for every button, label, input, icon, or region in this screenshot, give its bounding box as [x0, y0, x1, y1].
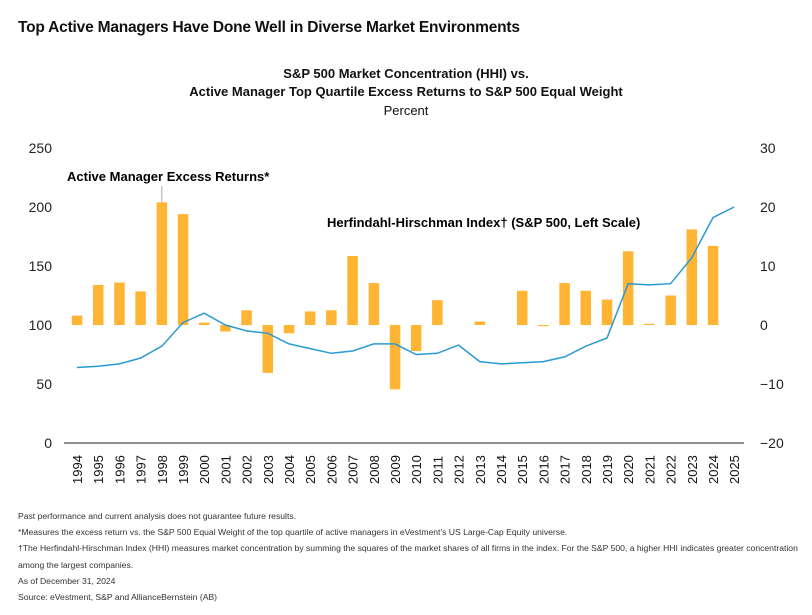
- x-tick-label: 2023: [685, 455, 700, 484]
- x-axis-labels: 1994 1995 1996 1997 1998 1999 2000 2001 2002 2003…: [70, 455, 742, 484]
- right-tick-label: −10: [760, 376, 784, 392]
- right-tick-label: 10: [760, 258, 776, 274]
- x-tick-label: 2022: [664, 455, 679, 484]
- hhi-line: [76, 206, 735, 369]
- bar-2019: [601, 299, 613, 325]
- footnote-excess-return: *Measures the excess return vs. the S&P …: [18, 527, 568, 538]
- bar-2020: [622, 251, 634, 326]
- x-tick-label: 2000: [197, 455, 212, 484]
- right-tick-label: 20: [760, 199, 776, 215]
- bar-2021: [644, 323, 655, 325]
- x-tick-label: 2003: [261, 455, 276, 484]
- bars-annotation: Active Manager Excess Returns*: [67, 169, 270, 184]
- x-tick-label: 2002: [240, 455, 255, 484]
- bar-1999: [177, 214, 189, 325]
- x-tick-label: 2016: [536, 455, 551, 484]
- bar-series: [71, 202, 719, 390]
- bar-2004: [283, 325, 295, 334]
- footnotes: Past performance and current analysis do…: [18, 508, 798, 605]
- left-tick-label: 100: [29, 317, 53, 333]
- bar-2002: [241, 310, 252, 326]
- bar-2015: [517, 290, 528, 325]
- x-tick-label: 2025: [727, 455, 742, 484]
- x-tick-label: 2011: [430, 456, 445, 484]
- bar-2007: [347, 256, 358, 325]
- left-tick-label: 0: [44, 435, 52, 451]
- bar-1994: [71, 315, 83, 325]
- bar-2011: [432, 300, 443, 325]
- chart-title-line-1: S&P 500 Market Concentration (HHI) vs.: [283, 66, 529, 81]
- footnote-source: Source: eVestment, S&P and AllianceBerns…: [18, 592, 218, 603]
- bar-1995: [93, 284, 104, 325]
- footnote-disclaimer: Past performance and current analysis do…: [18, 511, 297, 521]
- x-tick-label: 1994: [70, 455, 85, 484]
- footnote-date: As of December 31, 2024: [18, 575, 116, 586]
- bar-2008: [368, 283, 380, 325]
- chart-unit-label: Percent: [383, 103, 429, 118]
- x-tick-label: 1995: [91, 455, 106, 484]
- x-tick-label: 1998: [155, 455, 170, 484]
- left-tick-label: 200: [29, 199, 53, 215]
- bar-2000: [198, 322, 210, 325]
- bar-2022: [665, 295, 676, 325]
- x-tick-label: 1996: [112, 455, 127, 484]
- x-tick-label: 2020: [621, 455, 636, 484]
- right-tick-label: 0: [760, 317, 768, 333]
- x-tick-label: 2010: [409, 455, 424, 484]
- x-tick-label: 2009: [388, 455, 403, 484]
- x-tick-label: 2006: [324, 455, 339, 484]
- right-tick-label: −20: [760, 435, 784, 451]
- bar-2024: [707, 245, 719, 325]
- bar-2005: [304, 311, 316, 325]
- x-tick-label: 2008: [367, 455, 382, 484]
- bar-2023: [686, 229, 697, 325]
- footnote-hhi: †The Herfindahl-Hirschman Index (HHI) me…: [18, 543, 798, 570]
- line-annotation: Herfindahl-Hirschman Index† (S&P 500, Le…: [327, 215, 640, 230]
- bar-1996: [114, 282, 125, 325]
- x-tick-label: 2024: [706, 455, 721, 484]
- page-title: Top Active Managers Have Done Well in Di…: [18, 19, 520, 36]
- right-axis: −20 −10 0 10 20 30: [760, 140, 784, 451]
- x-tick-label: 2005: [303, 455, 318, 484]
- right-tick-label: 30: [760, 140, 776, 156]
- bar-1997: [135, 291, 146, 325]
- bar-1998: [156, 202, 168, 325]
- bar-2017: [559, 283, 570, 325]
- x-tick-label: 2015: [515, 455, 530, 484]
- x-tick-label: 1997: [134, 455, 149, 484]
- x-tick-label: 2012: [452, 455, 467, 484]
- bar-2018: [580, 290, 591, 325]
- x-tick-label: 2018: [579, 455, 594, 484]
- left-tick-label: 250: [29, 140, 53, 156]
- left-tick-label: 50: [36, 376, 52, 392]
- x-tick-label: 2013: [473, 455, 488, 484]
- bar-2016: [538, 325, 549, 327]
- bar-2001: [220, 325, 231, 332]
- x-tick-label: 2001: [218, 455, 233, 484]
- bar-2013: [474, 321, 486, 325]
- x-tick-label: 2021: [642, 455, 657, 484]
- x-tick-label: 2017: [558, 455, 573, 484]
- x-tick-label: 2014: [494, 455, 509, 484]
- bar-2003: [262, 325, 273, 373]
- left-axis: 0 50 100 150 200 250: [29, 140, 53, 451]
- left-tick-label: 150: [29, 258, 53, 274]
- x-tick-label: 2019: [600, 455, 615, 484]
- chart-title-line-2: Active Manager Top Quartile Excess Retur…: [189, 84, 623, 99]
- x-tick-label: 1999: [176, 455, 191, 484]
- bar-2009: [389, 325, 401, 390]
- bar-2006: [326, 310, 337, 326]
- bar-2010: [410, 325, 422, 351]
- x-tick-label: 2004: [282, 455, 297, 484]
- x-tick-label: 2007: [346, 455, 361, 484]
